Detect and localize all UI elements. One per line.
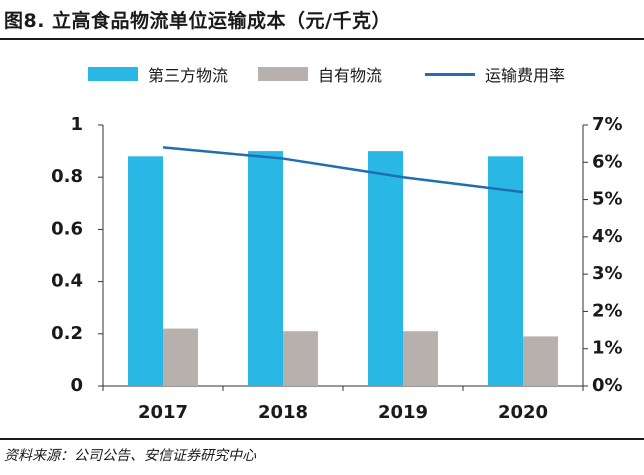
bar-third-party — [248, 151, 283, 386]
chart-plot: 0 0.2 0.4 0.6 0.8 1 0% 1% 2% 3% 4% 5% 6% 7% 2017 2018 20… — [51, 114, 623, 423]
y-right-tick-label: 3% — [592, 263, 623, 284]
y-right-tick-label: 4% — [592, 226, 623, 247]
y-right-tick-label: 1% — [592, 338, 623, 359]
bar-third-party — [128, 156, 163, 386]
legend-swatch-third-party — [88, 67, 138, 81]
legend-label-third-party: 第三方物流 — [148, 66, 229, 85]
y-right-tick-label: 6% — [592, 151, 623, 172]
line-rate — [162, 146, 524, 194]
x-tick-label: 2019 — [378, 402, 428, 423]
y-right-tick-label: 7% — [592, 114, 623, 135]
legend-label-rate: 运输费用率 — [485, 66, 566, 85]
legend-item-third-party: 第三方物流 — [88, 62, 228, 86]
legend-swatch-rate — [425, 72, 475, 76]
bar-own — [523, 336, 558, 386]
y-left-tick-label: 0.6 — [51, 218, 83, 239]
y-left-tick-label: 0.4 — [51, 271, 83, 292]
legend-label-own: 自有物流 — [318, 66, 383, 85]
footer-divider — [0, 438, 644, 440]
legend: 第三方物流 自有物流 运输费用率 — [0, 62, 644, 86]
x-tick-label: 2018 — [258, 402, 308, 423]
y-left-tick-label: 0.8 — [51, 166, 83, 187]
x-tick-label: 2017 — [138, 402, 188, 423]
source-note: 资料来源：公司公告、安信证券研究中心 — [4, 448, 256, 464]
chart-title: 图8. 立高食品物流单位运输成本（元/千克） — [4, 10, 391, 32]
bar-third-party — [488, 156, 523, 386]
legend-item-rate: 运输费用率 — [425, 62, 565, 86]
bar-own — [403, 331, 438, 386]
legend-swatch-own — [258, 67, 308, 81]
x-tick-label: 2020 — [498, 402, 548, 423]
y-left-tick-label: 0 — [70, 375, 83, 396]
title-divider — [0, 38, 644, 40]
y-right-tick-label: 5% — [592, 189, 623, 210]
y-right-tick-label: 0% — [592, 375, 623, 396]
bar-own — [163, 328, 198, 386]
y-left-tick-label: 1 — [70, 114, 83, 135]
y-left-tick-label: 0.2 — [51, 323, 83, 344]
bar-own — [283, 331, 318, 386]
legend-item-own: 自有物流 — [258, 62, 382, 86]
y-right-tick-label: 2% — [592, 300, 623, 321]
bar-third-party — [368, 151, 403, 386]
